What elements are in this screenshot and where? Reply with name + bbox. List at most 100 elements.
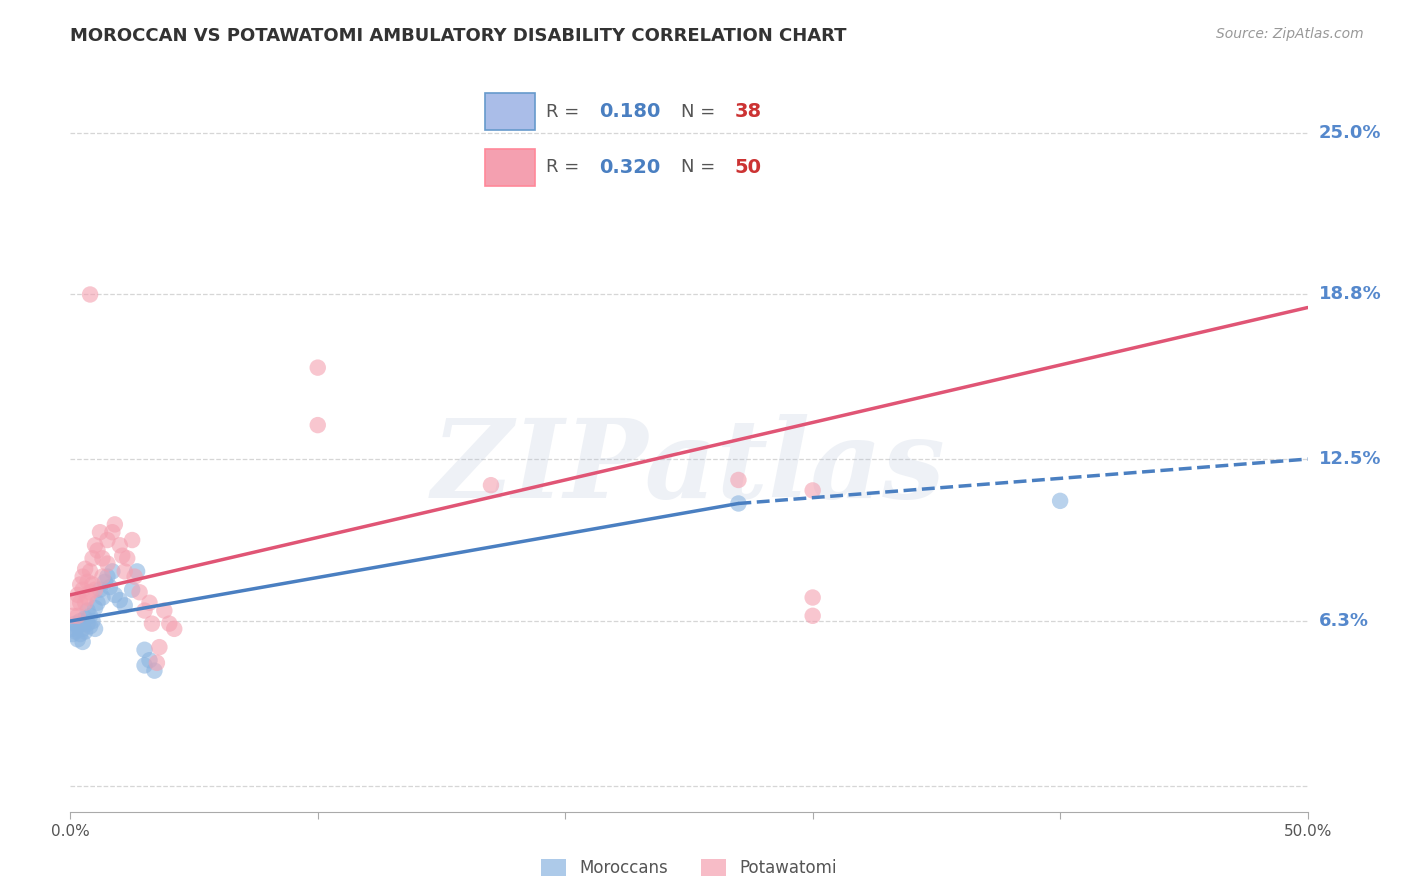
Point: [108, 538, 131, 552]
Text: 38: 38: [734, 102, 762, 121]
Point: [76, 591, 98, 605]
Point: [79, 608, 101, 623]
Point: [76, 603, 98, 617]
Legend: Moroccans, Potawatomi: Moroccans, Potawatomi: [534, 853, 844, 884]
Point: [79, 287, 101, 301]
Point: [108, 593, 131, 607]
Point: [82, 551, 104, 566]
Point: [91, 569, 114, 583]
Point: [124, 569, 146, 583]
Point: [66, 608, 89, 623]
Point: [69, 627, 91, 641]
Point: [104, 517, 127, 532]
Text: MOROCCAN VS POTAWATOMI AMBULATORY DISABILITY CORRELATION CHART: MOROCCAN VS POTAWATOMI AMBULATORY DISABI…: [70, 27, 846, 45]
Point: [146, 656, 169, 670]
Point: [69, 577, 91, 591]
Point: [75, 611, 97, 625]
Point: [134, 658, 156, 673]
Point: [134, 642, 156, 657]
Point: [89, 525, 111, 540]
Point: [121, 582, 143, 597]
Text: N =: N =: [681, 103, 720, 120]
Point: [134, 603, 156, 617]
Point: [128, 585, 150, 599]
Point: [76, 616, 98, 631]
Point: [72, 582, 94, 597]
Text: 18.8%: 18.8%: [1319, 285, 1382, 303]
Point: [96, 557, 118, 571]
Point: [115, 551, 138, 566]
Text: ZIPatlas: ZIPatlas: [432, 414, 946, 522]
Point: [163, 622, 186, 636]
Point: [62, 622, 84, 636]
Text: 25.0%: 25.0%: [1319, 123, 1381, 142]
Point: [96, 569, 118, 583]
Text: R =: R =: [546, 103, 585, 120]
Point: [66, 588, 89, 602]
Point: [727, 496, 749, 510]
Point: [86, 596, 108, 610]
Point: [72, 569, 94, 583]
Point: [82, 577, 104, 591]
Point: [89, 582, 111, 597]
Point: [121, 533, 143, 547]
Point: [1049, 494, 1071, 508]
Point: [91, 591, 114, 605]
Point: [84, 582, 107, 597]
Text: Source: ZipAtlas.com: Source: ZipAtlas.com: [1216, 27, 1364, 41]
Point: [82, 614, 104, 628]
Point: [86, 543, 108, 558]
Point: [307, 360, 329, 375]
Point: [141, 616, 163, 631]
Point: [111, 549, 134, 563]
Point: [66, 619, 89, 633]
Point: [65, 624, 87, 639]
Point: [148, 640, 170, 655]
Point: [91, 551, 114, 566]
Point: [69, 614, 91, 628]
Text: 0.320: 0.320: [599, 158, 661, 177]
Point: [101, 565, 124, 579]
Point: [75, 562, 97, 576]
Point: [727, 473, 749, 487]
Point: [127, 565, 149, 579]
Text: 12.5%: 12.5%: [1319, 450, 1381, 468]
Point: [66, 632, 89, 647]
Text: 6.3%: 6.3%: [1319, 612, 1368, 630]
Point: [69, 596, 91, 610]
Point: [84, 601, 107, 615]
Point: [72, 622, 94, 636]
Point: [72, 635, 94, 649]
FancyBboxPatch shape: [485, 149, 536, 186]
Point: [65, 616, 87, 631]
Point: [801, 483, 824, 498]
Point: [153, 603, 176, 617]
Point: [79, 565, 101, 579]
Point: [72, 616, 94, 631]
Point: [75, 624, 97, 639]
Point: [801, 608, 824, 623]
Text: R =: R =: [546, 158, 585, 177]
Point: [79, 619, 101, 633]
Text: 50: 50: [734, 158, 762, 177]
Point: [62, 608, 84, 623]
Point: [138, 596, 160, 610]
FancyBboxPatch shape: [485, 93, 536, 130]
Point: [157, 616, 180, 631]
Point: [98, 580, 121, 594]
Point: [307, 418, 329, 433]
Point: [479, 478, 502, 492]
Point: [114, 599, 136, 613]
Point: [79, 585, 101, 599]
Point: [101, 525, 124, 540]
Point: [114, 565, 136, 579]
Text: 0.180: 0.180: [599, 102, 661, 121]
Point: [104, 588, 127, 602]
Point: [138, 653, 160, 667]
Point: [65, 596, 87, 610]
Point: [801, 591, 824, 605]
Point: [84, 622, 107, 636]
Point: [96, 533, 118, 547]
Point: [94, 574, 117, 589]
Point: [75, 596, 97, 610]
